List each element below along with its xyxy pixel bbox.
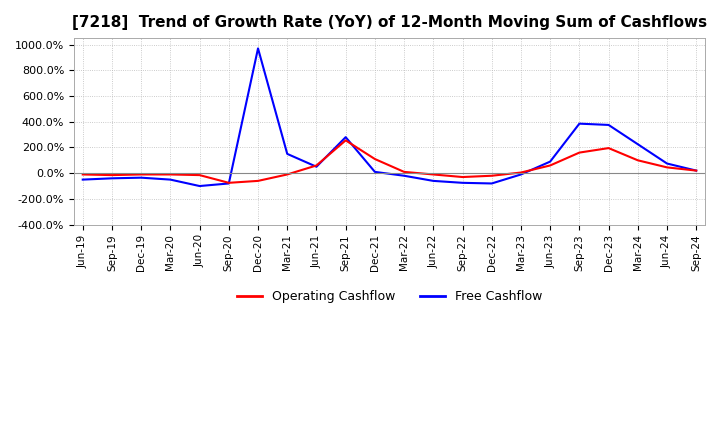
Operating Cashflow (341, 138, 350, 143)
Free Cashflow (137, 175, 145, 180)
Operating Cashflow (166, 172, 175, 177)
Operating Cashflow (137, 172, 145, 177)
Operating Cashflow (283, 172, 292, 177)
Free Cashflow (458, 180, 467, 186)
Free Cashflow (662, 161, 671, 166)
Free Cashflow (107, 176, 116, 181)
Line: Free Cashflow: Free Cashflow (83, 48, 696, 186)
Free Cashflow (253, 46, 262, 51)
Free Cashflow (487, 181, 496, 186)
Operating Cashflow (634, 158, 642, 163)
Legend: Operating Cashflow, Free Cashflow: Operating Cashflow, Free Cashflow (232, 285, 547, 308)
Free Cashflow (371, 169, 379, 175)
Operating Cashflow (662, 165, 671, 170)
Operating Cashflow (312, 163, 321, 168)
Operating Cashflow (487, 173, 496, 178)
Operating Cashflow (692, 168, 701, 173)
Free Cashflow (634, 142, 642, 147)
Operating Cashflow (107, 172, 116, 178)
Title: [7218]  Trend of Growth Rate (YoY) of 12-Month Moving Sum of Cashflows: [7218] Trend of Growth Rate (YoY) of 12-… (72, 15, 707, 30)
Free Cashflow (195, 183, 204, 189)
Free Cashflow (283, 151, 292, 157)
Free Cashflow (429, 178, 438, 183)
Operating Cashflow (458, 174, 467, 180)
Free Cashflow (400, 173, 408, 178)
Free Cashflow (692, 168, 701, 173)
Operating Cashflow (371, 156, 379, 161)
Operating Cashflow (429, 172, 438, 177)
Free Cashflow (575, 121, 584, 126)
Operating Cashflow (78, 172, 87, 177)
Free Cashflow (166, 177, 175, 182)
Operating Cashflow (195, 172, 204, 178)
Operating Cashflow (604, 146, 613, 151)
Free Cashflow (546, 159, 554, 164)
Operating Cashflow (546, 163, 554, 168)
Operating Cashflow (517, 170, 526, 175)
Operating Cashflow (575, 150, 584, 155)
Free Cashflow (78, 177, 87, 182)
Free Cashflow (517, 172, 526, 177)
Operating Cashflow (400, 169, 408, 175)
Free Cashflow (341, 135, 350, 140)
Free Cashflow (225, 181, 233, 186)
Operating Cashflow (225, 180, 233, 186)
Free Cashflow (604, 122, 613, 128)
Operating Cashflow (253, 178, 262, 183)
Line: Operating Cashflow: Operating Cashflow (83, 140, 696, 183)
Free Cashflow (312, 164, 321, 169)
